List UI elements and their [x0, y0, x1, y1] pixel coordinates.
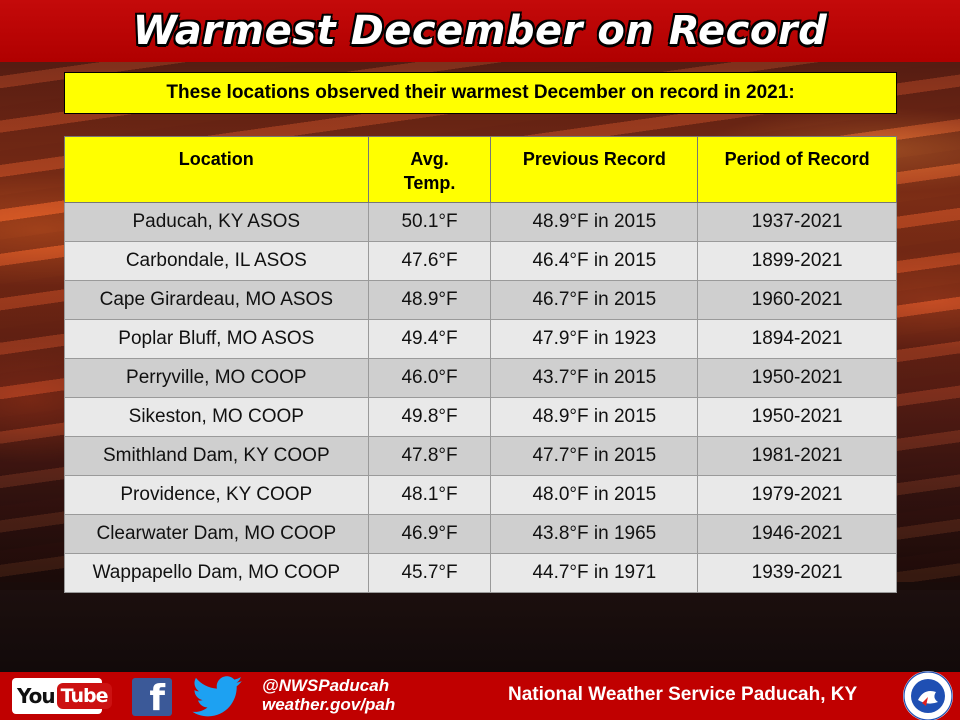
cell-location: Cape Girardeau, MO ASOS	[64, 280, 369, 320]
social-handle[interactable]: @NWSPaducah	[262, 676, 390, 695]
table-row: Poplar Bluff, MO ASOS 49.4°F 47.9°F in 1…	[64, 319, 897, 359]
cell-period: 1899-2021	[697, 241, 897, 281]
cell-avg-temp: 45.7°F	[367, 553, 492, 593]
page-title: Warmest December on Record	[132, 8, 828, 54]
cell-previous-record: 48.9°F in 2015	[490, 202, 699, 242]
cell-avg-temp: 48.1°F	[367, 475, 492, 515]
cell-location: Poplar Bluff, MO ASOS	[64, 319, 369, 359]
youtube-icon[interactable]: You Tube	[12, 678, 112, 714]
cell-previous-record: 47.7°F in 2015	[490, 436, 699, 476]
cell-period: 1950-2021	[697, 397, 897, 437]
cell-period: 1894-2021	[697, 319, 897, 359]
cell-previous-record: 43.7°F in 2015	[490, 358, 699, 398]
cell-previous-record: 46.7°F in 2015	[490, 280, 699, 320]
cell-previous-record: 43.8°F in 1965	[490, 514, 699, 554]
cell-previous-record: 47.9°F in 1923	[490, 319, 699, 359]
youtube-you-text: You	[17, 684, 56, 708]
cell-avg-temp: 50.1°F	[367, 202, 492, 242]
ground-silhouette	[0, 590, 960, 672]
youtube-tube-text: Tube	[56, 683, 112, 709]
cell-previous-record: 44.7°F in 1971	[490, 553, 699, 593]
cell-previous-record: 48.0°F in 2015	[490, 475, 699, 515]
cell-location: Clearwater Dam, MO COOP	[64, 514, 369, 554]
table-row: Cape Girardeau, MO ASOS 48.9°F 46.7°F in…	[64, 280, 897, 320]
cell-period: 1937-2021	[697, 202, 897, 242]
header-avg-temp-line1: Avg.	[410, 149, 449, 169]
website-link[interactable]: weather.gov/pah	[262, 695, 396, 714]
cell-period: 1950-2021	[697, 358, 897, 398]
cell-previous-record: 46.4°F in 2015	[490, 241, 699, 281]
nws-logo-icon	[903, 671, 953, 720]
header-period-of-record: Period of Record	[697, 136, 897, 203]
subtitle-box: These locations observed their warmest D…	[64, 72, 897, 114]
facebook-icon[interactable]: f	[132, 678, 172, 719]
table-row: Providence, KY COOP 48.1°F 48.0°F in 201…	[64, 475, 897, 515]
records-table: Location Avg. Temp. Previous Record Peri…	[64, 136, 897, 593]
cell-location: Sikeston, MO COOP	[64, 397, 369, 437]
cell-avg-temp: 46.9°F	[367, 514, 492, 554]
cell-location: Perryville, MO COOP	[64, 358, 369, 398]
table-row: Clearwater Dam, MO COOP 46.9°F 43.8°F in…	[64, 514, 897, 554]
header-previous-record: Previous Record	[490, 136, 699, 203]
cell-avg-temp: 47.6°F	[367, 241, 492, 281]
cell-avg-temp: 49.4°F	[367, 319, 492, 359]
table-row: Paducah, KY ASOS 50.1°F 48.9°F in 2015 1…	[64, 202, 897, 242]
subtitle-text: These locations observed their warmest D…	[166, 82, 795, 103]
cell-location: Paducah, KY ASOS	[64, 202, 369, 242]
cell-avg-temp: 48.9°F	[367, 280, 492, 320]
facebook-glyph: f	[149, 678, 165, 719]
twitter-icon[interactable]	[192, 676, 244, 718]
header-avg-temp: Avg. Temp.	[367, 136, 492, 203]
cell-previous-record: 48.9°F in 2015	[490, 397, 699, 437]
header-location: Location	[64, 136, 369, 203]
table-row: Wappapello Dam, MO COOP 45.7°F 44.7°F in…	[64, 553, 897, 593]
cell-location: Smithland Dam, KY COOP	[64, 436, 369, 476]
header-avg-temp-line2: Temp.	[403, 173, 456, 193]
cell-period: 1979-2021	[697, 475, 897, 515]
table-row: Perryville, MO COOP 46.0°F 43.7°F in 201…	[64, 358, 897, 398]
header-bar: Warmest December on Record	[0, 0, 960, 62]
cell-location: Providence, KY COOP	[64, 475, 369, 515]
cell-avg-temp: 46.0°F	[367, 358, 492, 398]
cell-period: 1981-2021	[697, 436, 897, 476]
table-row: Carbondale, IL ASOS 47.6°F 46.4°F in 201…	[64, 241, 897, 281]
table-row: Smithland Dam, KY COOP 47.8°F 47.7°F in …	[64, 436, 897, 476]
cell-period: 1960-2021	[697, 280, 897, 320]
cell-avg-temp: 49.8°F	[367, 397, 492, 437]
cell-avg-temp: 47.8°F	[367, 436, 492, 476]
table-row: Sikeston, MO COOP 49.8°F 48.9°F in 2015 …	[64, 397, 897, 437]
cell-period: 1939-2021	[697, 553, 897, 593]
cell-period: 1946-2021	[697, 514, 897, 554]
office-name: National Weather Service Paducah, KY	[508, 684, 858, 705]
table-header-row: Location Avg. Temp. Previous Record Peri…	[64, 136, 897, 203]
cell-location: Carbondale, IL ASOS	[64, 241, 369, 281]
cell-location: Wappapello Dam, MO COOP	[64, 553, 369, 593]
social-handle-block: @NWSPaducah weather.gov/pah	[262, 676, 395, 714]
